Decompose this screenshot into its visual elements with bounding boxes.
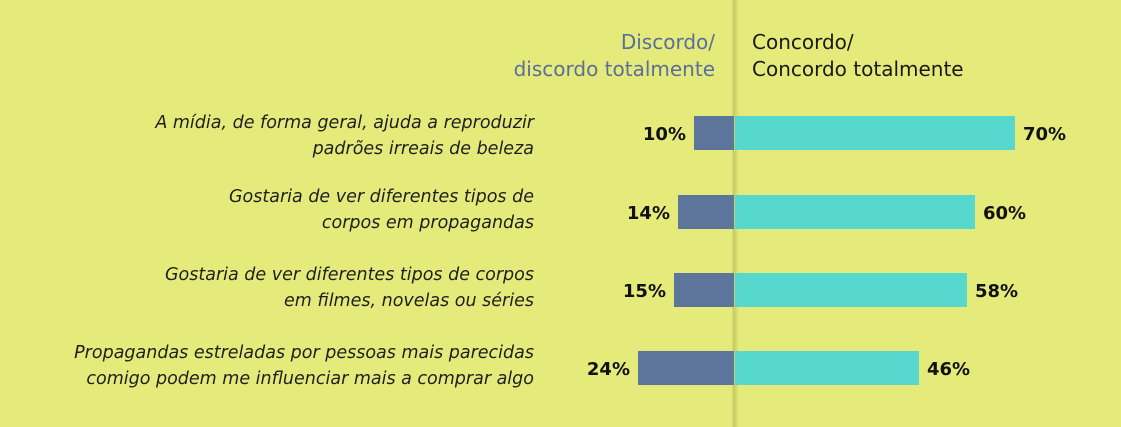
header-disagree-line-2: discordo totalmente xyxy=(513,57,715,81)
bar-disagree-2 xyxy=(678,195,734,229)
header-disagree: Discordo/ discordo totalmente xyxy=(514,29,715,83)
header-disagree-line-1: Discordo/ xyxy=(620,30,715,54)
bar-disagree-4 xyxy=(638,351,734,385)
header-agree-line-1: Concordo/ xyxy=(752,30,854,54)
header-agree-line-2: Concordo totalmente xyxy=(752,57,964,81)
statement-1-line-1: A mídia, de forma geral, ajuda a reprodu… xyxy=(155,113,534,133)
label-disagree-1: 10% xyxy=(643,124,686,145)
statement-2: Gostaria de ver diferentes tipos de corp… xyxy=(14,184,534,236)
statement-4-line-1: Propagandas estreladas por pessoas mais … xyxy=(74,343,534,363)
label-agree-3: 58% xyxy=(975,281,1018,302)
label-agree-4: 46% xyxy=(927,359,970,380)
bar-agree-2 xyxy=(735,195,975,229)
label-disagree-4: 24% xyxy=(587,359,630,380)
statement-2-line-1: Gostaria de ver diferentes tipos de xyxy=(229,187,534,207)
statement-4: Propagandas estreladas por pessoas mais … xyxy=(14,340,534,392)
bar-agree-1 xyxy=(735,116,1015,150)
header-agree: Concordo/ Concordo totalmente xyxy=(752,29,964,83)
bar-agree-3 xyxy=(735,273,967,307)
label-disagree-2: 14% xyxy=(627,203,670,224)
statement-2-line-2: corpos em propagandas xyxy=(321,213,534,233)
statement-3-line-1: Gostaria de ver diferentes tipos de corp… xyxy=(164,265,534,285)
statement-1-line-2: padrões irreais de beleza xyxy=(312,139,534,159)
bar-disagree-1 xyxy=(694,116,734,150)
statement-3-line-2: em filmes, novelas ou séries xyxy=(284,291,534,311)
bar-disagree-3 xyxy=(674,273,734,307)
bar-agree-4 xyxy=(735,351,919,385)
statement-3: Gostaria de ver diferentes tipos de corp… xyxy=(14,262,534,314)
label-agree-1: 70% xyxy=(1023,124,1066,145)
statement-1: A mídia, de forma geral, ajuda a reprodu… xyxy=(14,110,534,162)
label-agree-2: 60% xyxy=(983,203,1026,224)
label-disagree-3: 15% xyxy=(623,281,666,302)
statement-4-line-2: comigo podem me influenciar mais a compr… xyxy=(86,369,534,389)
